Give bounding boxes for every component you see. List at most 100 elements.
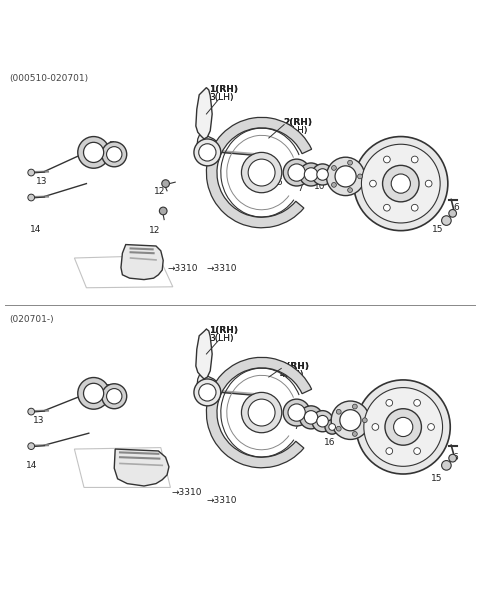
Text: →3310: →3310 — [206, 496, 237, 505]
Text: 14: 14 — [30, 225, 41, 234]
Circle shape — [336, 409, 341, 414]
Circle shape — [28, 194, 35, 201]
Text: 6: 6 — [452, 453, 458, 461]
Circle shape — [241, 392, 282, 433]
Circle shape — [283, 159, 310, 186]
Circle shape — [325, 420, 339, 434]
Text: 2(RH): 2(RH) — [283, 118, 312, 127]
Circle shape — [361, 144, 440, 223]
Text: 4(LH): 4(LH) — [280, 370, 304, 379]
Text: 1(RH): 1(RH) — [209, 326, 238, 335]
Text: 15: 15 — [432, 225, 444, 234]
Circle shape — [84, 383, 104, 403]
Text: 13: 13 — [33, 416, 44, 425]
Text: 2(RH): 2(RH) — [280, 362, 309, 370]
Circle shape — [414, 400, 420, 406]
Polygon shape — [196, 329, 212, 379]
Text: (000510-020701): (000510-020701) — [10, 74, 89, 83]
Text: 6: 6 — [454, 203, 459, 212]
Text: 1(RH): 1(RH) — [209, 84, 238, 94]
Circle shape — [304, 411, 318, 424]
Text: 13: 13 — [36, 177, 48, 185]
Circle shape — [386, 400, 393, 406]
Circle shape — [300, 406, 323, 429]
Circle shape — [107, 389, 122, 404]
Polygon shape — [196, 88, 212, 139]
Circle shape — [241, 152, 282, 193]
Text: 3(LH): 3(LH) — [209, 92, 233, 102]
Text: 4(LH): 4(LH) — [280, 370, 304, 379]
Text: 16: 16 — [324, 438, 336, 447]
Circle shape — [326, 157, 365, 196]
Text: 7: 7 — [298, 184, 303, 193]
Circle shape — [332, 165, 336, 170]
Circle shape — [300, 163, 323, 186]
Text: 10: 10 — [310, 422, 321, 430]
Circle shape — [194, 379, 221, 406]
Circle shape — [194, 139, 221, 166]
Circle shape — [449, 209, 456, 217]
Circle shape — [449, 454, 456, 462]
Text: 1(RH): 1(RH) — [209, 326, 238, 335]
Text: 12: 12 — [149, 226, 160, 234]
Circle shape — [425, 181, 432, 187]
Circle shape — [102, 142, 127, 167]
Text: →3310: →3310 — [167, 264, 198, 273]
Text: 9: 9 — [81, 386, 86, 395]
Circle shape — [356, 380, 450, 474]
Circle shape — [159, 207, 167, 215]
Polygon shape — [197, 132, 221, 162]
Text: 7: 7 — [293, 422, 299, 431]
Circle shape — [340, 409, 361, 431]
Circle shape — [442, 216, 451, 225]
Circle shape — [28, 408, 35, 415]
Text: 4(LH): 4(LH) — [283, 126, 308, 135]
Circle shape — [383, 165, 419, 202]
Circle shape — [317, 416, 328, 427]
Text: 3(LH): 3(LH) — [209, 334, 233, 343]
Text: 1(RH): 1(RH) — [209, 84, 238, 94]
Text: (020701-): (020701-) — [10, 315, 54, 324]
Circle shape — [391, 174, 410, 193]
Polygon shape — [121, 245, 163, 280]
Circle shape — [385, 409, 421, 445]
Text: 7: 7 — [105, 384, 110, 393]
Circle shape — [78, 378, 109, 409]
Circle shape — [288, 164, 305, 181]
Circle shape — [336, 427, 341, 431]
Text: 8: 8 — [341, 422, 347, 431]
Circle shape — [28, 443, 35, 450]
Text: 3(LH): 3(LH) — [209, 92, 233, 102]
Text: 11: 11 — [394, 402, 405, 411]
Circle shape — [28, 169, 35, 176]
Circle shape — [78, 136, 109, 168]
Text: 8: 8 — [346, 177, 351, 185]
Circle shape — [288, 404, 305, 421]
Circle shape — [442, 461, 451, 470]
Circle shape — [364, 387, 443, 466]
Circle shape — [107, 147, 122, 162]
Circle shape — [283, 399, 310, 426]
Polygon shape — [114, 449, 169, 486]
Polygon shape — [197, 372, 221, 402]
Circle shape — [411, 204, 418, 211]
Circle shape — [335, 166, 356, 187]
Circle shape — [352, 431, 357, 436]
Circle shape — [348, 160, 352, 165]
Text: →3310: →3310 — [172, 488, 203, 497]
Circle shape — [102, 384, 127, 409]
Circle shape — [312, 164, 333, 185]
Text: 4(LH): 4(LH) — [283, 126, 308, 135]
Circle shape — [386, 448, 393, 455]
Circle shape — [162, 180, 169, 187]
Circle shape — [384, 204, 390, 211]
Text: 9: 9 — [84, 143, 90, 152]
Circle shape — [348, 188, 352, 193]
Circle shape — [248, 159, 275, 186]
Circle shape — [370, 181, 376, 187]
Text: 15: 15 — [431, 474, 442, 483]
Circle shape — [317, 169, 328, 181]
Circle shape — [394, 417, 413, 436]
Circle shape — [331, 401, 370, 439]
Text: 3(LH): 3(LH) — [209, 334, 233, 343]
